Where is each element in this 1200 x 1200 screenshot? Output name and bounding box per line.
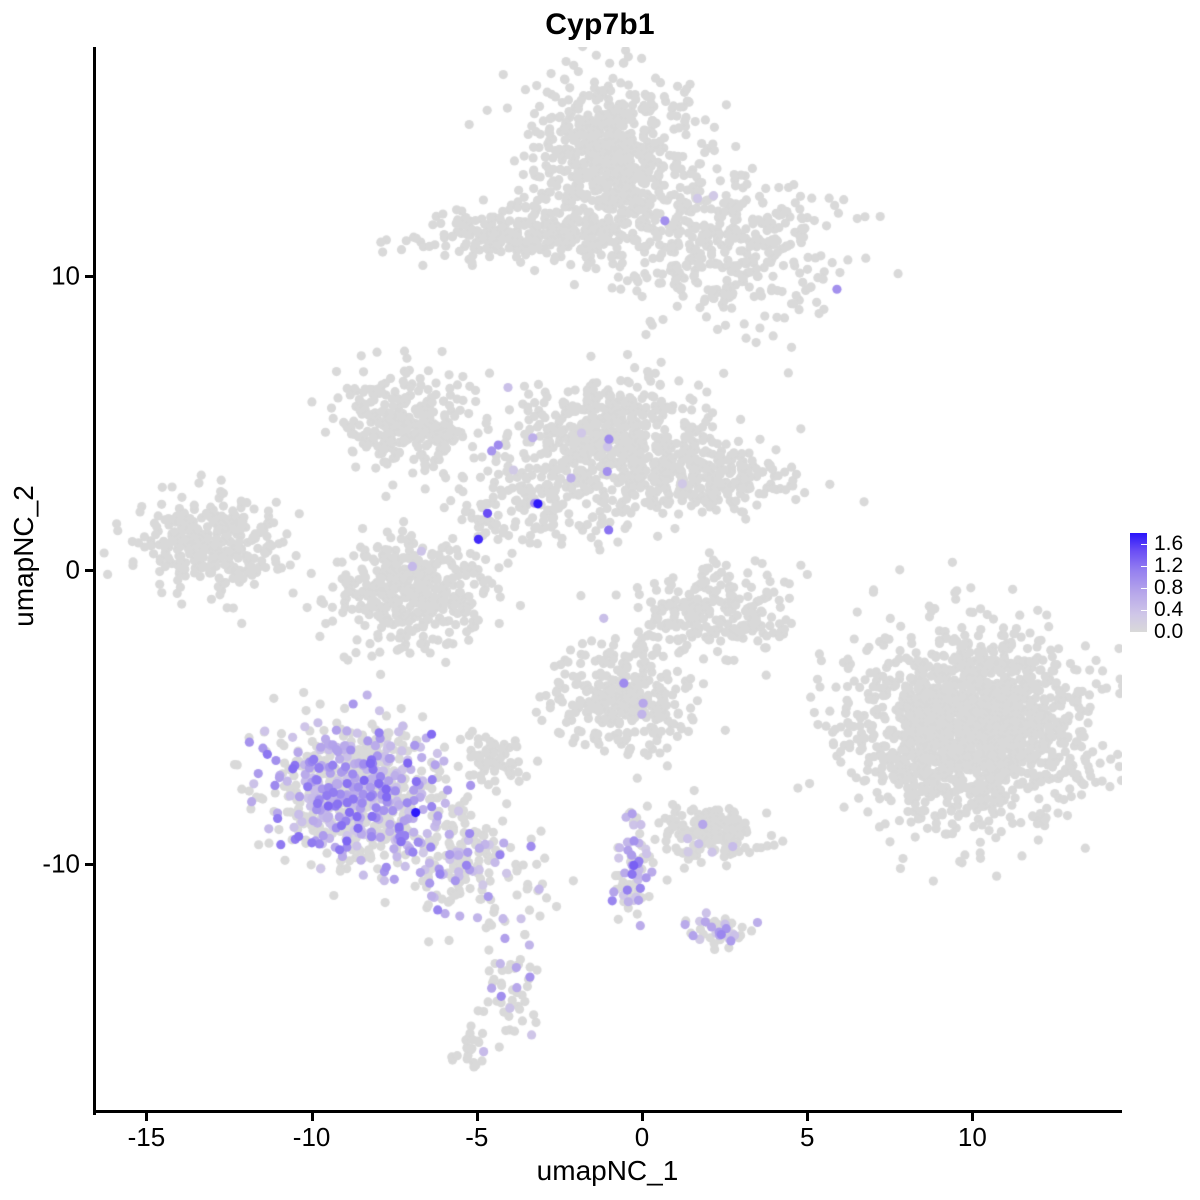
colorbar-tick-label: 0.0 — [1154, 620, 1184, 643]
x-tick-label: 10 — [957, 1122, 987, 1152]
plot-panel — [93, 47, 1122, 1112]
y-tick-label: -10 — [42, 848, 80, 879]
colorbar-tick-label: 1.2 — [1154, 554, 1184, 577]
x-axis-title: umapNC_1 — [536, 1155, 679, 1186]
color-legend: 1.6 1.2 0.8 0.4 0.0 — [1130, 528, 1200, 648]
x-tick-label: 0 — [634, 1122, 650, 1152]
x-tick-label: 5 — [799, 1122, 815, 1152]
x-tick-mark — [641, 1113, 644, 1121]
colorbar-tick-label: 0.8 — [1154, 576, 1184, 599]
x-tick-label: -5 — [465, 1122, 489, 1152]
y-tick-mark — [85, 569, 93, 572]
y-axis-title: umapNC_2 — [8, 485, 39, 627]
x-tick-label: -10 — [292, 1122, 331, 1152]
y-tick-label: 10 — [51, 260, 80, 291]
colorbar-gradient — [1130, 533, 1147, 632]
y-tick-label: 0 — [65, 554, 80, 585]
x-tick-label: -15 — [127, 1122, 166, 1152]
colorbar-tick-label: 1.6 — [1154, 532, 1184, 555]
page-title: Cyp7b1 — [545, 8, 655, 41]
colorbar-tick-mark — [1141, 610, 1147, 611]
y-tick-mark — [85, 275, 93, 278]
y-tick-mark — [85, 863, 93, 866]
x-tick-mark — [310, 1113, 314, 1121]
colorbar-tick-mark — [1141, 544, 1147, 545]
x-axis-line — [93, 1110, 1122, 1113]
scatter-canvas — [93, 47, 1122, 1112]
x-tick-mark — [475, 1113, 479, 1121]
x-tick-mark — [971, 1113, 975, 1121]
colorbar-tick-mark — [1141, 566, 1147, 567]
colorbar-tick-label: 0.4 — [1154, 598, 1184, 621]
y-axis-line — [93, 47, 96, 1115]
x-tick-mark — [806, 1113, 810, 1121]
x-tick-mark — [145, 1113, 149, 1121]
colorbar-tick-mark — [1141, 588, 1147, 589]
